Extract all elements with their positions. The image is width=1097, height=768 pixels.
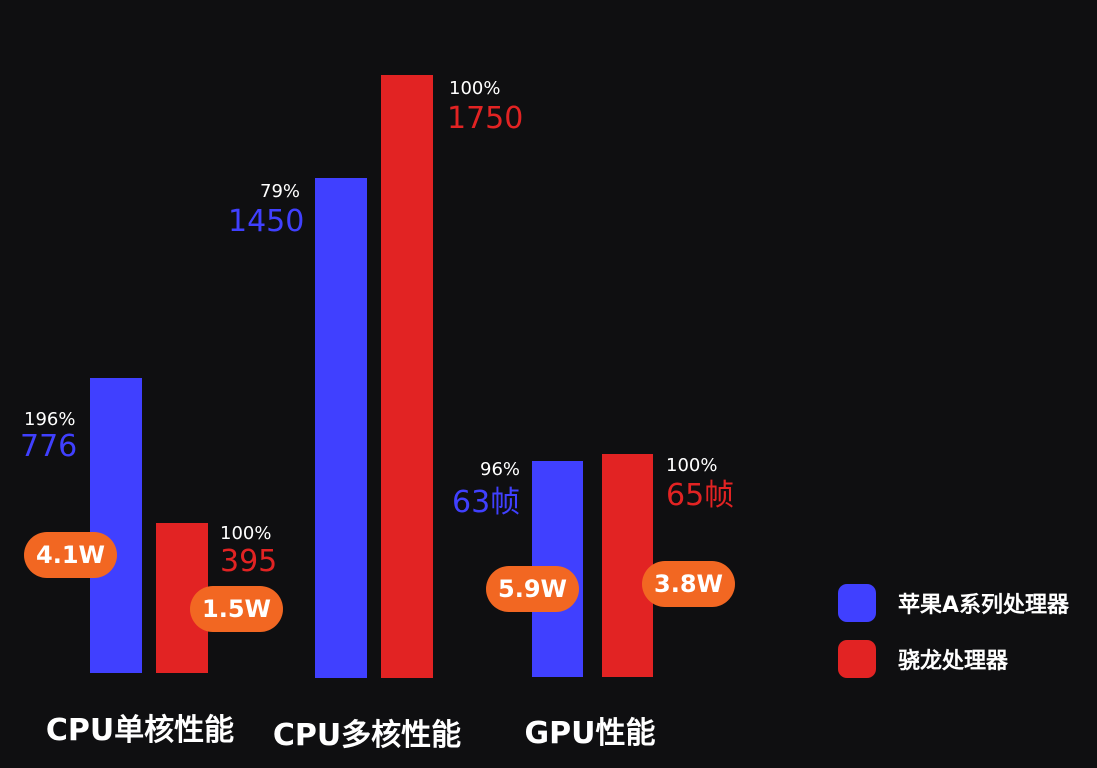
power-badge-snapdragon: 3.8W xyxy=(642,561,735,607)
power-badge-apple: 4.1W xyxy=(24,532,117,578)
bar-snapdragon xyxy=(602,454,653,677)
value-label-apple: 776 xyxy=(20,429,78,464)
legend-item-apple: 苹果A系列处理器 xyxy=(838,583,1069,623)
percent-label-apple: 96% xyxy=(480,459,521,480)
power-badge-snapdragon: 1.5W xyxy=(190,586,283,632)
percent-label-snapdragon: 100% xyxy=(666,455,718,476)
value-label-snapdragon: 65帧 xyxy=(666,478,735,513)
category-label: GPU性能 xyxy=(524,716,656,751)
power-badge-apple: 5.9W xyxy=(486,566,579,612)
legend-swatch-apple xyxy=(838,584,876,622)
category-label: CPU多核性能 xyxy=(272,718,462,753)
percent-label-snapdragon: 100% xyxy=(220,523,272,544)
percent-label-apple: 79% xyxy=(260,181,301,202)
percent-label-apple: 196% xyxy=(24,409,76,430)
legend: 苹果A系列处理器 骁龙处理器 xyxy=(838,583,1069,695)
legend-label-snapdragon: 骁龙处理器 xyxy=(898,649,1009,674)
legend-swatch-snapdragon xyxy=(838,640,876,678)
category-label: CPU单核性能 xyxy=(45,713,235,748)
bar-apple xyxy=(90,378,142,673)
legend-label-apple: 苹果A系列处理器 xyxy=(898,593,1070,618)
value-label-snapdragon: 1750 xyxy=(447,101,524,136)
bar-apple xyxy=(315,178,367,678)
value-label-apple: 63帧 xyxy=(452,485,521,520)
bar-snapdragon xyxy=(381,75,433,678)
value-label-snapdragon: 395 xyxy=(220,544,278,579)
legend-item-snapdragon: 骁龙处理器 xyxy=(838,639,1069,679)
value-label-apple: 1450 xyxy=(228,204,305,239)
percent-label-snapdragon: 100% xyxy=(449,78,501,99)
